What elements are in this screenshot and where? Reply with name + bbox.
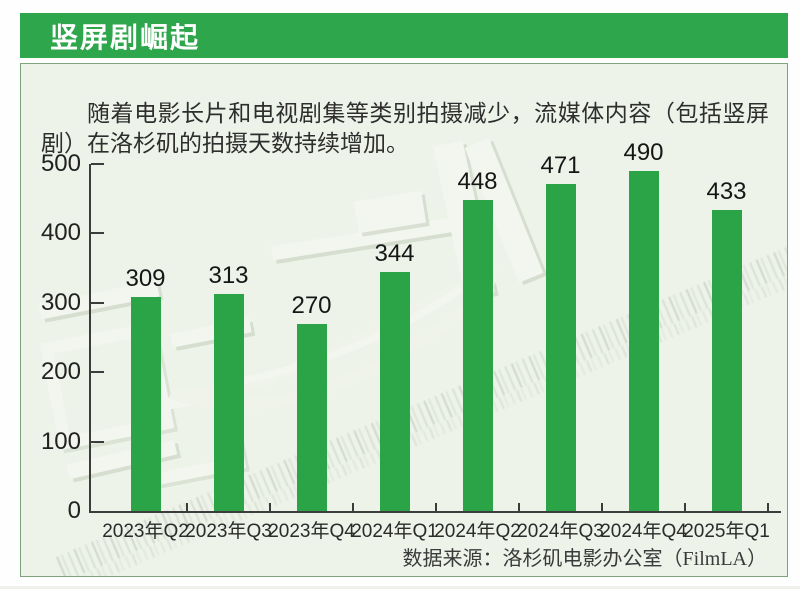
bar-2025年Q1 [711, 210, 742, 511]
bar-2023年Q2 [130, 297, 161, 511]
y-axis-tick [91, 301, 104, 304]
y-axis-label: 100 [40, 427, 81, 455]
y-axis-label: 300 [40, 288, 81, 316]
bar-value-label: 448 [457, 168, 498, 195]
bar-2024年Q1 [379, 272, 410, 511]
bar-2024年Q4 [628, 171, 659, 511]
x-axis-label: 2024年Q4 [600, 521, 687, 542]
y-axis-label: 0 [67, 497, 81, 524]
page-edge-shadow [0, 586, 800, 589]
page-title: 竖屏剧崛起 [50, 21, 201, 53]
x-axis-tick [186, 503, 188, 511]
chart-header-bar: 竖屏剧崛起 [20, 13, 788, 58]
x-axis-tick [518, 503, 520, 511]
bar-value-label: 433 [706, 178, 747, 205]
x-axis-label: 2024年Q2 [434, 521, 521, 542]
y-axis-tick [91, 163, 104, 165]
intro-paragraph: 随着电影长片和电视剧集等类别拍摄减少，流媒体内容（包括竖屏剧）在洛杉矶的拍摄天数… [41, 101, 769, 156]
x-axis-tick [269, 503, 271, 511]
bar-2023年Q4 [296, 324, 327, 511]
x-axis-label: 2023年Q4 [268, 521, 355, 542]
bar-value-label: 490 [623, 139, 664, 166]
x-axis-label: 2023年Q3 [185, 521, 272, 542]
y-axis-label: 200 [40, 358, 81, 386]
x-axis-label: 2023年Q2 [102, 521, 189, 542]
x-axis-label: 2024年Q3 [517, 521, 604, 542]
y-axis-tick [91, 371, 104, 374]
chart-panel: 随着电影长片和电视剧集等类别拍摄减少，流媒体内容（包括竖屏剧）在洛杉矶的拍摄天数… [20, 63, 788, 577]
bar-value-label: 270 [291, 292, 332, 319]
data-source: 数据来源：洛杉矶电影办公室（FilmLA） [402, 548, 767, 570]
bar-value-label: 471 [540, 152, 581, 179]
bar-2024年Q3 [545, 184, 576, 511]
y-axis-tick [91, 232, 104, 235]
x-axis-tick [352, 503, 354, 511]
x-axis-tick [684, 503, 686, 511]
y-axis-label: 500 [40, 150, 81, 177]
bar-value-label: 309 [125, 265, 166, 292]
bar-value-label: 344 [374, 240, 415, 267]
x-axis-tick [601, 503, 603, 511]
y-axis-tick [91, 440, 104, 443]
plot-area: 0 100 200 300 400 500 309 2023年Q2 313 2023年Q3 270 2… [41, 140, 781, 542]
bar-2024年Q2 [462, 200, 493, 511]
x-axis-tick [767, 503, 769, 511]
x-axis-label: 2024年Q1 [351, 521, 438, 542]
x-axis-label: 2025年Q1 [683, 521, 770, 542]
x-axis-tick [435, 503, 437, 511]
bar-value-label: 313 [208, 262, 249, 289]
bar-2023年Q3 [213, 294, 244, 511]
y-axis-label: 400 [40, 219, 81, 247]
